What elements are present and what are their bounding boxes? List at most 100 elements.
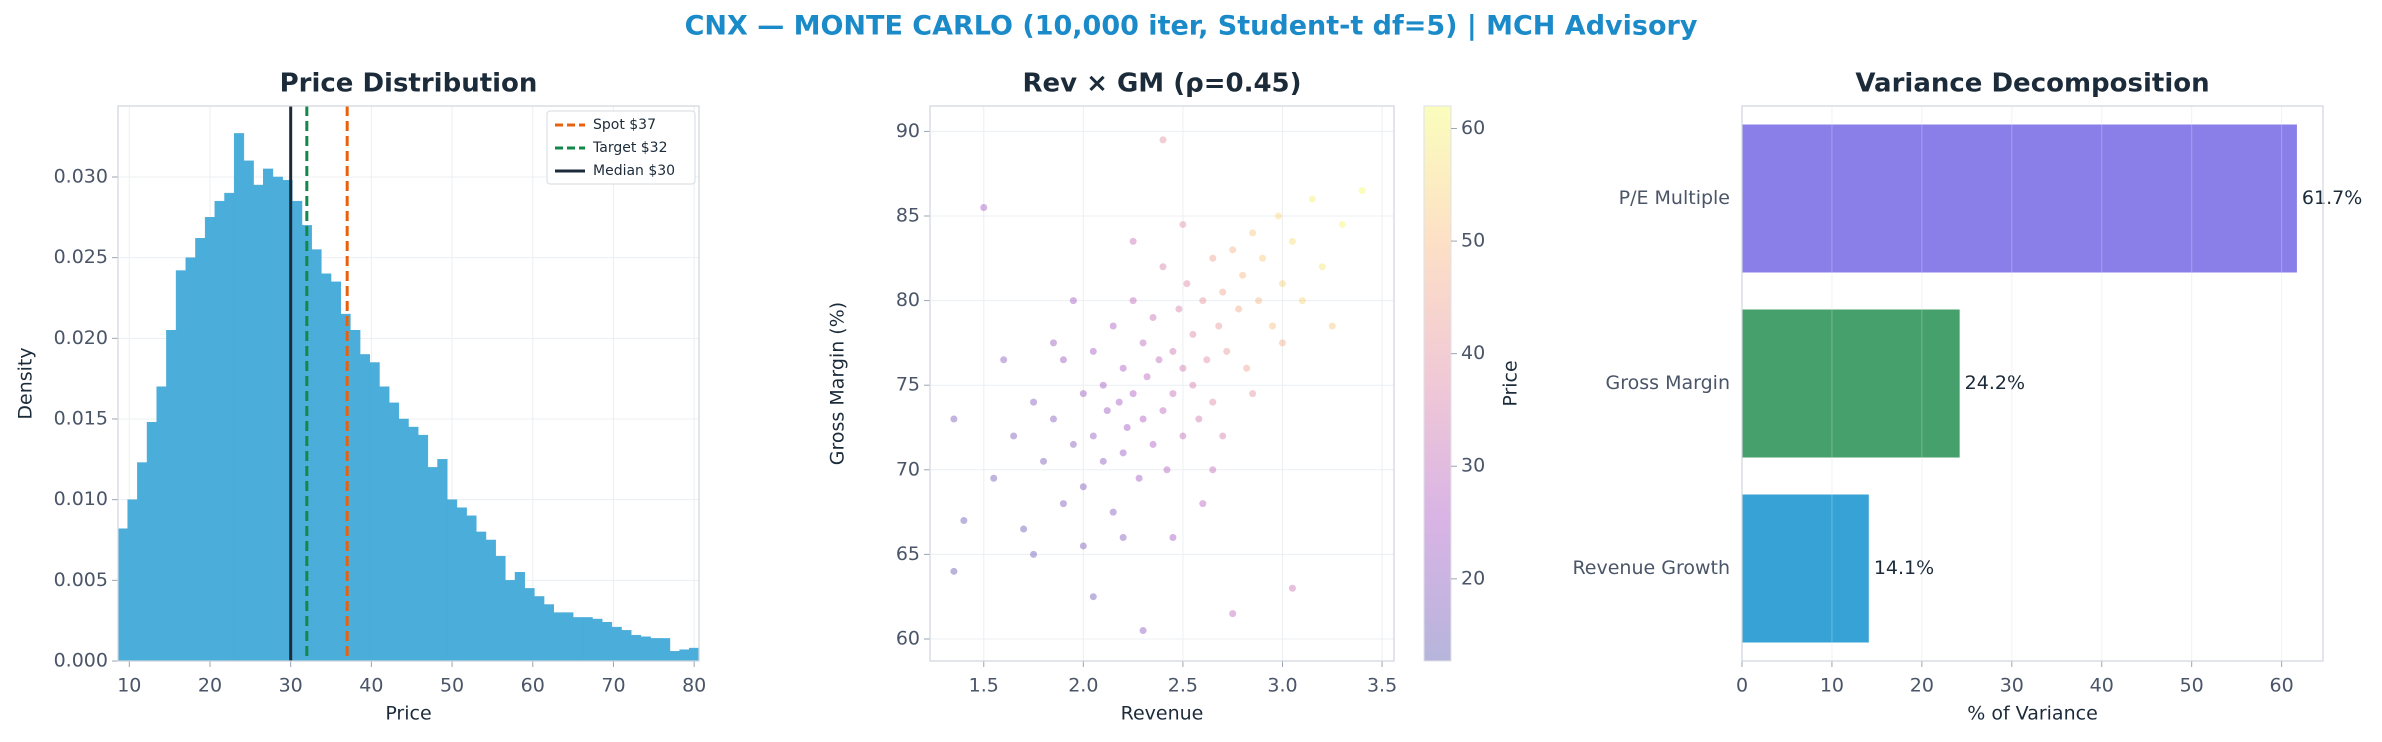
chart-title: Variance Decomposition bbox=[1855, 69, 2209, 99]
colorbar bbox=[1423, 105, 1452, 662]
scatter-point bbox=[1030, 398, 1038, 406]
scatter-point bbox=[1129, 390, 1137, 398]
histogram-bar bbox=[233, 133, 245, 662]
histogram-bar bbox=[466, 515, 477, 662]
histogram-bar bbox=[669, 651, 680, 662]
scatter-point bbox=[1103, 407, 1111, 415]
scatter-point bbox=[1189, 381, 1197, 389]
colorbar-tick-label: 50 bbox=[1461, 230, 1485, 252]
colorbar-tick-label: 30 bbox=[1461, 455, 1485, 477]
histogram-bar bbox=[224, 192, 235, 662]
scatter-point bbox=[1109, 322, 1117, 330]
scatter-point bbox=[1139, 339, 1147, 347]
scatter-point bbox=[1274, 212, 1282, 220]
value-label: 14.1% bbox=[1874, 557, 1934, 579]
scatter-point bbox=[1318, 263, 1326, 271]
scatter-point bbox=[1115, 398, 1123, 406]
histogram-bar bbox=[137, 462, 148, 662]
scatter-point bbox=[1109, 508, 1117, 516]
scatter-point bbox=[1288, 237, 1296, 245]
x-tick-label: 10 bbox=[1820, 675, 1844, 697]
scatter-point bbox=[1249, 229, 1257, 237]
histogram-bar bbox=[195, 238, 206, 662]
scatter-point bbox=[1358, 187, 1366, 195]
y-tick-label: 80 bbox=[896, 289, 920, 311]
scatter-point bbox=[1059, 500, 1067, 508]
x-tick-label: 0 bbox=[1736, 675, 1748, 697]
bar bbox=[1742, 124, 2297, 273]
scatter-point bbox=[1199, 500, 1207, 508]
scatter-point bbox=[1159, 136, 1167, 144]
x-tick-label: 70 bbox=[601, 675, 625, 697]
scatter-point bbox=[950, 415, 958, 423]
scatter-point bbox=[1278, 339, 1286, 347]
histogram-bar bbox=[601, 622, 613, 662]
scatter-point bbox=[1239, 271, 1247, 279]
x-tick-label: 30 bbox=[279, 675, 303, 697]
scatter-point bbox=[1328, 322, 1336, 330]
histogram-bar bbox=[505, 580, 516, 662]
histogram-bar bbox=[679, 649, 690, 662]
histogram-bar bbox=[340, 313, 351, 662]
axes-frame bbox=[117, 105, 700, 662]
x-axis-label: Revenue bbox=[1121, 703, 1204, 725]
histogram-bar bbox=[427, 467, 438, 662]
histogram-bar bbox=[146, 421, 157, 662]
scatter-point bbox=[1179, 432, 1187, 440]
histogram-bar bbox=[592, 618, 603, 662]
scatter-point bbox=[1175, 305, 1183, 313]
histogram-bar bbox=[563, 612, 574, 662]
scatter-point bbox=[1159, 407, 1167, 415]
x-tick-label: 1.5 bbox=[969, 675, 999, 697]
histogram-bar bbox=[621, 630, 632, 662]
histogram-bar bbox=[272, 176, 283, 662]
axes-frame bbox=[929, 105, 1395, 662]
scatter-point bbox=[950, 567, 958, 575]
figure-title: CNX — MONTE CARLO (10,000 iter, Student-… bbox=[685, 11, 1698, 42]
scatter-point bbox=[1183, 280, 1191, 288]
category-label: P/E Multiple bbox=[1619, 187, 1730, 209]
scatter-point bbox=[1119, 533, 1127, 541]
scatter-point bbox=[1139, 627, 1147, 635]
scatter-point bbox=[1163, 466, 1171, 474]
legend bbox=[546, 110, 696, 185]
scatter-point bbox=[1169, 347, 1177, 355]
scatter-point bbox=[1243, 364, 1251, 372]
scatter-point bbox=[1288, 584, 1296, 592]
y-tick-label: 0.000 bbox=[54, 650, 108, 672]
scatter-point bbox=[1119, 364, 1127, 372]
scatter-point bbox=[1269, 322, 1277, 330]
histogram-bar bbox=[263, 168, 274, 662]
scatter-point bbox=[1079, 542, 1087, 550]
histogram-bar bbox=[359, 354, 371, 662]
scatter-point bbox=[1259, 254, 1267, 262]
x-tick-label: 10 bbox=[117, 675, 141, 697]
scatter-point bbox=[1099, 381, 1107, 389]
scatter-point bbox=[1010, 432, 1018, 440]
x-tick-label: 80 bbox=[682, 675, 706, 697]
value-label: 61.7% bbox=[2302, 187, 2362, 209]
bar bbox=[1742, 494, 1869, 643]
scatter-point bbox=[1135, 474, 1143, 482]
scatter-point bbox=[980, 204, 988, 212]
x-tick-label: 30 bbox=[2000, 675, 2024, 697]
x-tick-label: 50 bbox=[440, 675, 464, 697]
legend-label: Median $30 bbox=[593, 163, 675, 179]
scatter-point bbox=[1209, 254, 1217, 262]
y-tick-label: 85 bbox=[896, 204, 920, 226]
scatter-point bbox=[1119, 449, 1127, 457]
histogram-bar bbox=[417, 434, 429, 662]
histogram-bar bbox=[485, 539, 496, 662]
scatter-point bbox=[1040, 457, 1048, 465]
scatter-point bbox=[1099, 457, 1107, 465]
x-axis-label: % of Variance bbox=[1967, 703, 2098, 725]
histogram-bar bbox=[117, 528, 128, 662]
scatter-point bbox=[1129, 237, 1137, 245]
x-tick-label: 20 bbox=[1910, 675, 1934, 697]
category-label: Gross Margin bbox=[1606, 372, 1730, 394]
chart-title: Rev × GM (ρ=0.45) bbox=[1022, 69, 1301, 99]
y-axis-label: Density bbox=[15, 347, 37, 419]
legend-label: Spot $37 bbox=[593, 117, 656, 133]
histogram-bar bbox=[495, 555, 506, 662]
